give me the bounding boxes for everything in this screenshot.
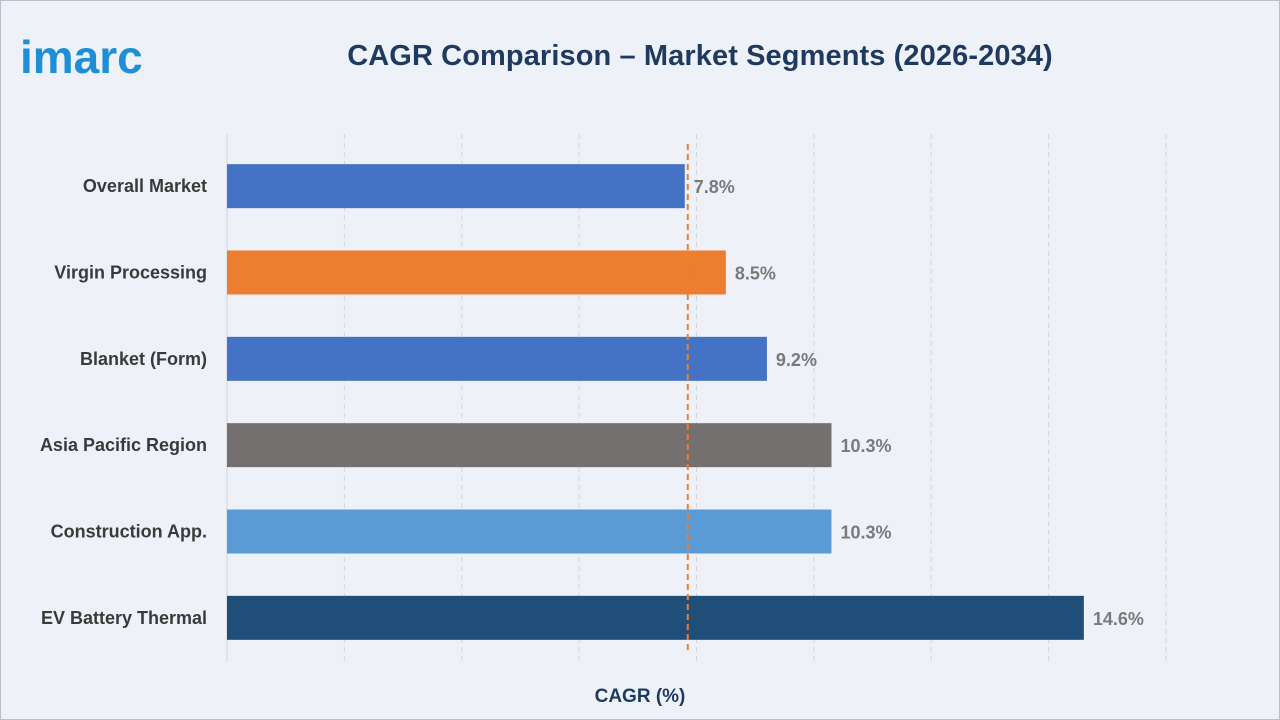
category-label: Overall Market [83,176,207,196]
x-axis-label: CAGR (%) [594,686,686,707]
bar [227,250,726,295]
imarc-logo: imarc [20,31,143,83]
category-label: Virgin Processing [54,263,207,283]
category-label: Construction App. [51,522,207,542]
logo-wordmark: imarc [20,31,143,83]
value-label: 10.3% [840,523,891,543]
bar [227,423,832,468]
value-label: 14.6% [1093,609,1144,629]
bar [227,164,685,209]
value-label: 10.3% [840,436,891,456]
chart-title: CAGR Comparison – Market Segments (2026-… [347,40,1053,72]
bar [227,595,1084,640]
category-label: Blanket (Form) [80,349,207,369]
bar [227,336,767,381]
category-label: Asia Pacific Region [40,435,207,455]
value-label: 7.8% [694,177,735,197]
value-label: 8.5% [735,264,776,284]
bar [227,509,832,554]
value-label: 9.2% [776,350,817,370]
category-label: EV Battery Thermal [41,608,207,628]
